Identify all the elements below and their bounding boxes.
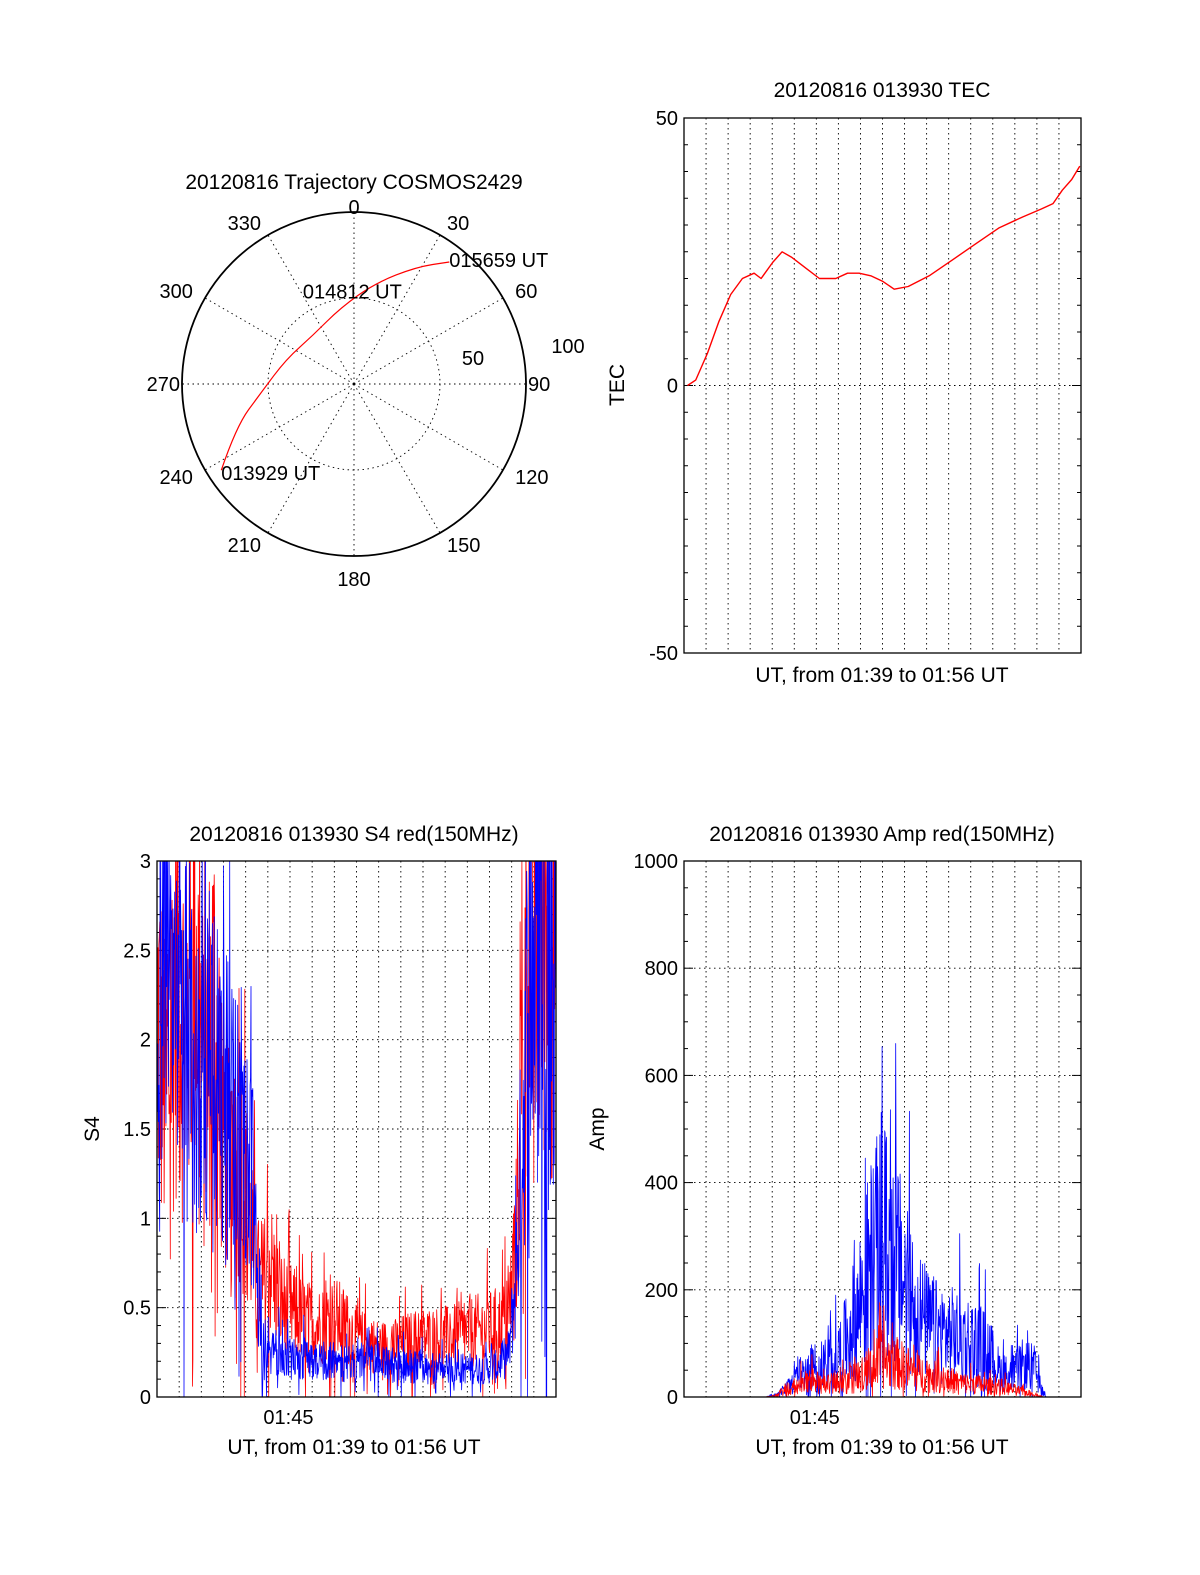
- tec-panel: 20120816 013930 TEC UT, from 01:39 to 01…: [606, 79, 1082, 687]
- plot-frame: [156, 860, 557, 1398]
- polar-grid: [181, 211, 527, 557]
- polar-azimuth-label: 330: [228, 213, 261, 235]
- x-tick-label: 01:45: [790, 1407, 840, 1429]
- series-group: [684, 1043, 1081, 1397]
- polar-azimuth-label: 180: [337, 569, 370, 591]
- polar-radial-label: 50: [462, 348, 484, 370]
- trajectory-title: 20120816 Trajectory COSMOS2429: [185, 171, 522, 194]
- y-tick-label: 800: [645, 958, 678, 980]
- polar-labels: 0 30 60 90 120 150 180 210 240 270 300 330 50 100 0156…: [147, 197, 585, 591]
- polar-series: [220, 261, 450, 471]
- trajectory-time-annotation: 014812 UT: [303, 282, 402, 304]
- trajectory-time-annotation: 015659 UT: [449, 250, 548, 272]
- polar-spoke: [353, 234, 441, 385]
- y-tick-label: 0.5: [123, 1298, 151, 1320]
- tec-y-axis-label: TEC: [606, 364, 629, 406]
- polar-azimuth-label: 30: [447, 213, 469, 235]
- tec-x-axis-label: UT, from 01:39 to 01:56 UT: [755, 664, 1008, 687]
- polar-azimuth-label: 0: [348, 197, 359, 219]
- polar-spoke: [204, 383, 355, 471]
- tec-title: 20120816 013930 TEC: [774, 79, 991, 102]
- plot-frame: [683, 860, 1082, 1398]
- s4-plot-area: 0 0.5 1 1.5 2 2.5 3 01:45: [123, 851, 557, 1429]
- y-tick-label: 200: [645, 1280, 678, 1302]
- polar-azimuth-label: 210: [228, 535, 261, 557]
- amp-y-axis-label: Amp: [586, 1107, 609, 1150]
- polar-spoke: [353, 297, 504, 385]
- y-tick-label: 400: [645, 1173, 678, 1195]
- polar-azimuth-label: 150: [447, 535, 480, 557]
- s4-x-axis-label: UT, from 01:39 to 01:56 UT: [227, 1436, 480, 1459]
- y-tick-label: 1.5: [123, 1119, 151, 1141]
- y-tick-label: 2.5: [123, 940, 151, 962]
- y-tick-label: 2: [140, 1030, 151, 1052]
- y-tick-label: -50: [649, 643, 678, 665]
- polar-outer-circle: [181, 211, 527, 557]
- x-tick-label: 01:45: [263, 1407, 313, 1429]
- series-line-red: [687, 165, 1081, 387]
- polar-spoke: [353, 383, 441, 534]
- polar-azimuth-label: 240: [160, 467, 193, 489]
- amp-x-axis-label: UT, from 01:39 to 01:56 UT: [755, 1436, 1008, 1459]
- y-tick-label: 0: [667, 1387, 678, 1409]
- polar-azimuth-label: 120: [515, 467, 548, 489]
- trajectory-panel: 20120816 Trajectory COSMOS2429 0 30 60 90 12…: [147, 171, 585, 591]
- polar-azimuth-label: 60: [515, 281, 537, 303]
- y-tick-label: 600: [645, 1065, 678, 1087]
- polar-spoke: [204, 297, 355, 385]
- plot-frame: [683, 117, 1082, 654]
- y-tick-label: 1: [140, 1208, 151, 1230]
- y-tick-label: 1000: [634, 851, 679, 873]
- series-line-red: [157, 861, 556, 1397]
- trajectory-time-annotation: 013929 UT: [221, 463, 320, 485]
- series-line-blue: [157, 861, 556, 1397]
- polar-spoke: [267, 234, 355, 385]
- s4-panel: 20120816 013930 S4 red(150MHz) UT, from …: [81, 823, 557, 1459]
- series-line-red: [684, 1302, 1081, 1397]
- y-tick-label: 0: [140, 1387, 151, 1409]
- polar-azimuth-label: 90: [528, 374, 550, 396]
- polar-azimuth-label: 270: [147, 374, 180, 396]
- s4-title: 20120816 013930 S4 red(150MHz): [189, 823, 518, 846]
- polar-azimuth-label: 300: [160, 281, 193, 303]
- polar-spoke: [353, 383, 504, 471]
- tec-plot-area: -50 0 50: [649, 108, 1082, 665]
- y-tick-label: 0: [667, 376, 678, 398]
- y-tick-label: 3: [140, 851, 151, 873]
- series-group: [157, 861, 556, 1397]
- polar-radial-label: 100: [551, 336, 584, 358]
- y-tick-label: 50: [656, 108, 678, 130]
- s4-y-axis-label: S4: [81, 1116, 104, 1142]
- amp-plot-area: 0 200 400 600 800 1000 01:45: [634, 851, 1082, 1429]
- polar-spoke: [267, 383, 355, 534]
- series-group: [687, 165, 1081, 387]
- amp-title: 20120816 013930 Amp red(150MHz): [709, 823, 1055, 846]
- amp-panel: 20120816 013930 Amp red(150MHz) UT, from…: [586, 823, 1082, 1459]
- trajectory-line: [220, 261, 450, 471]
